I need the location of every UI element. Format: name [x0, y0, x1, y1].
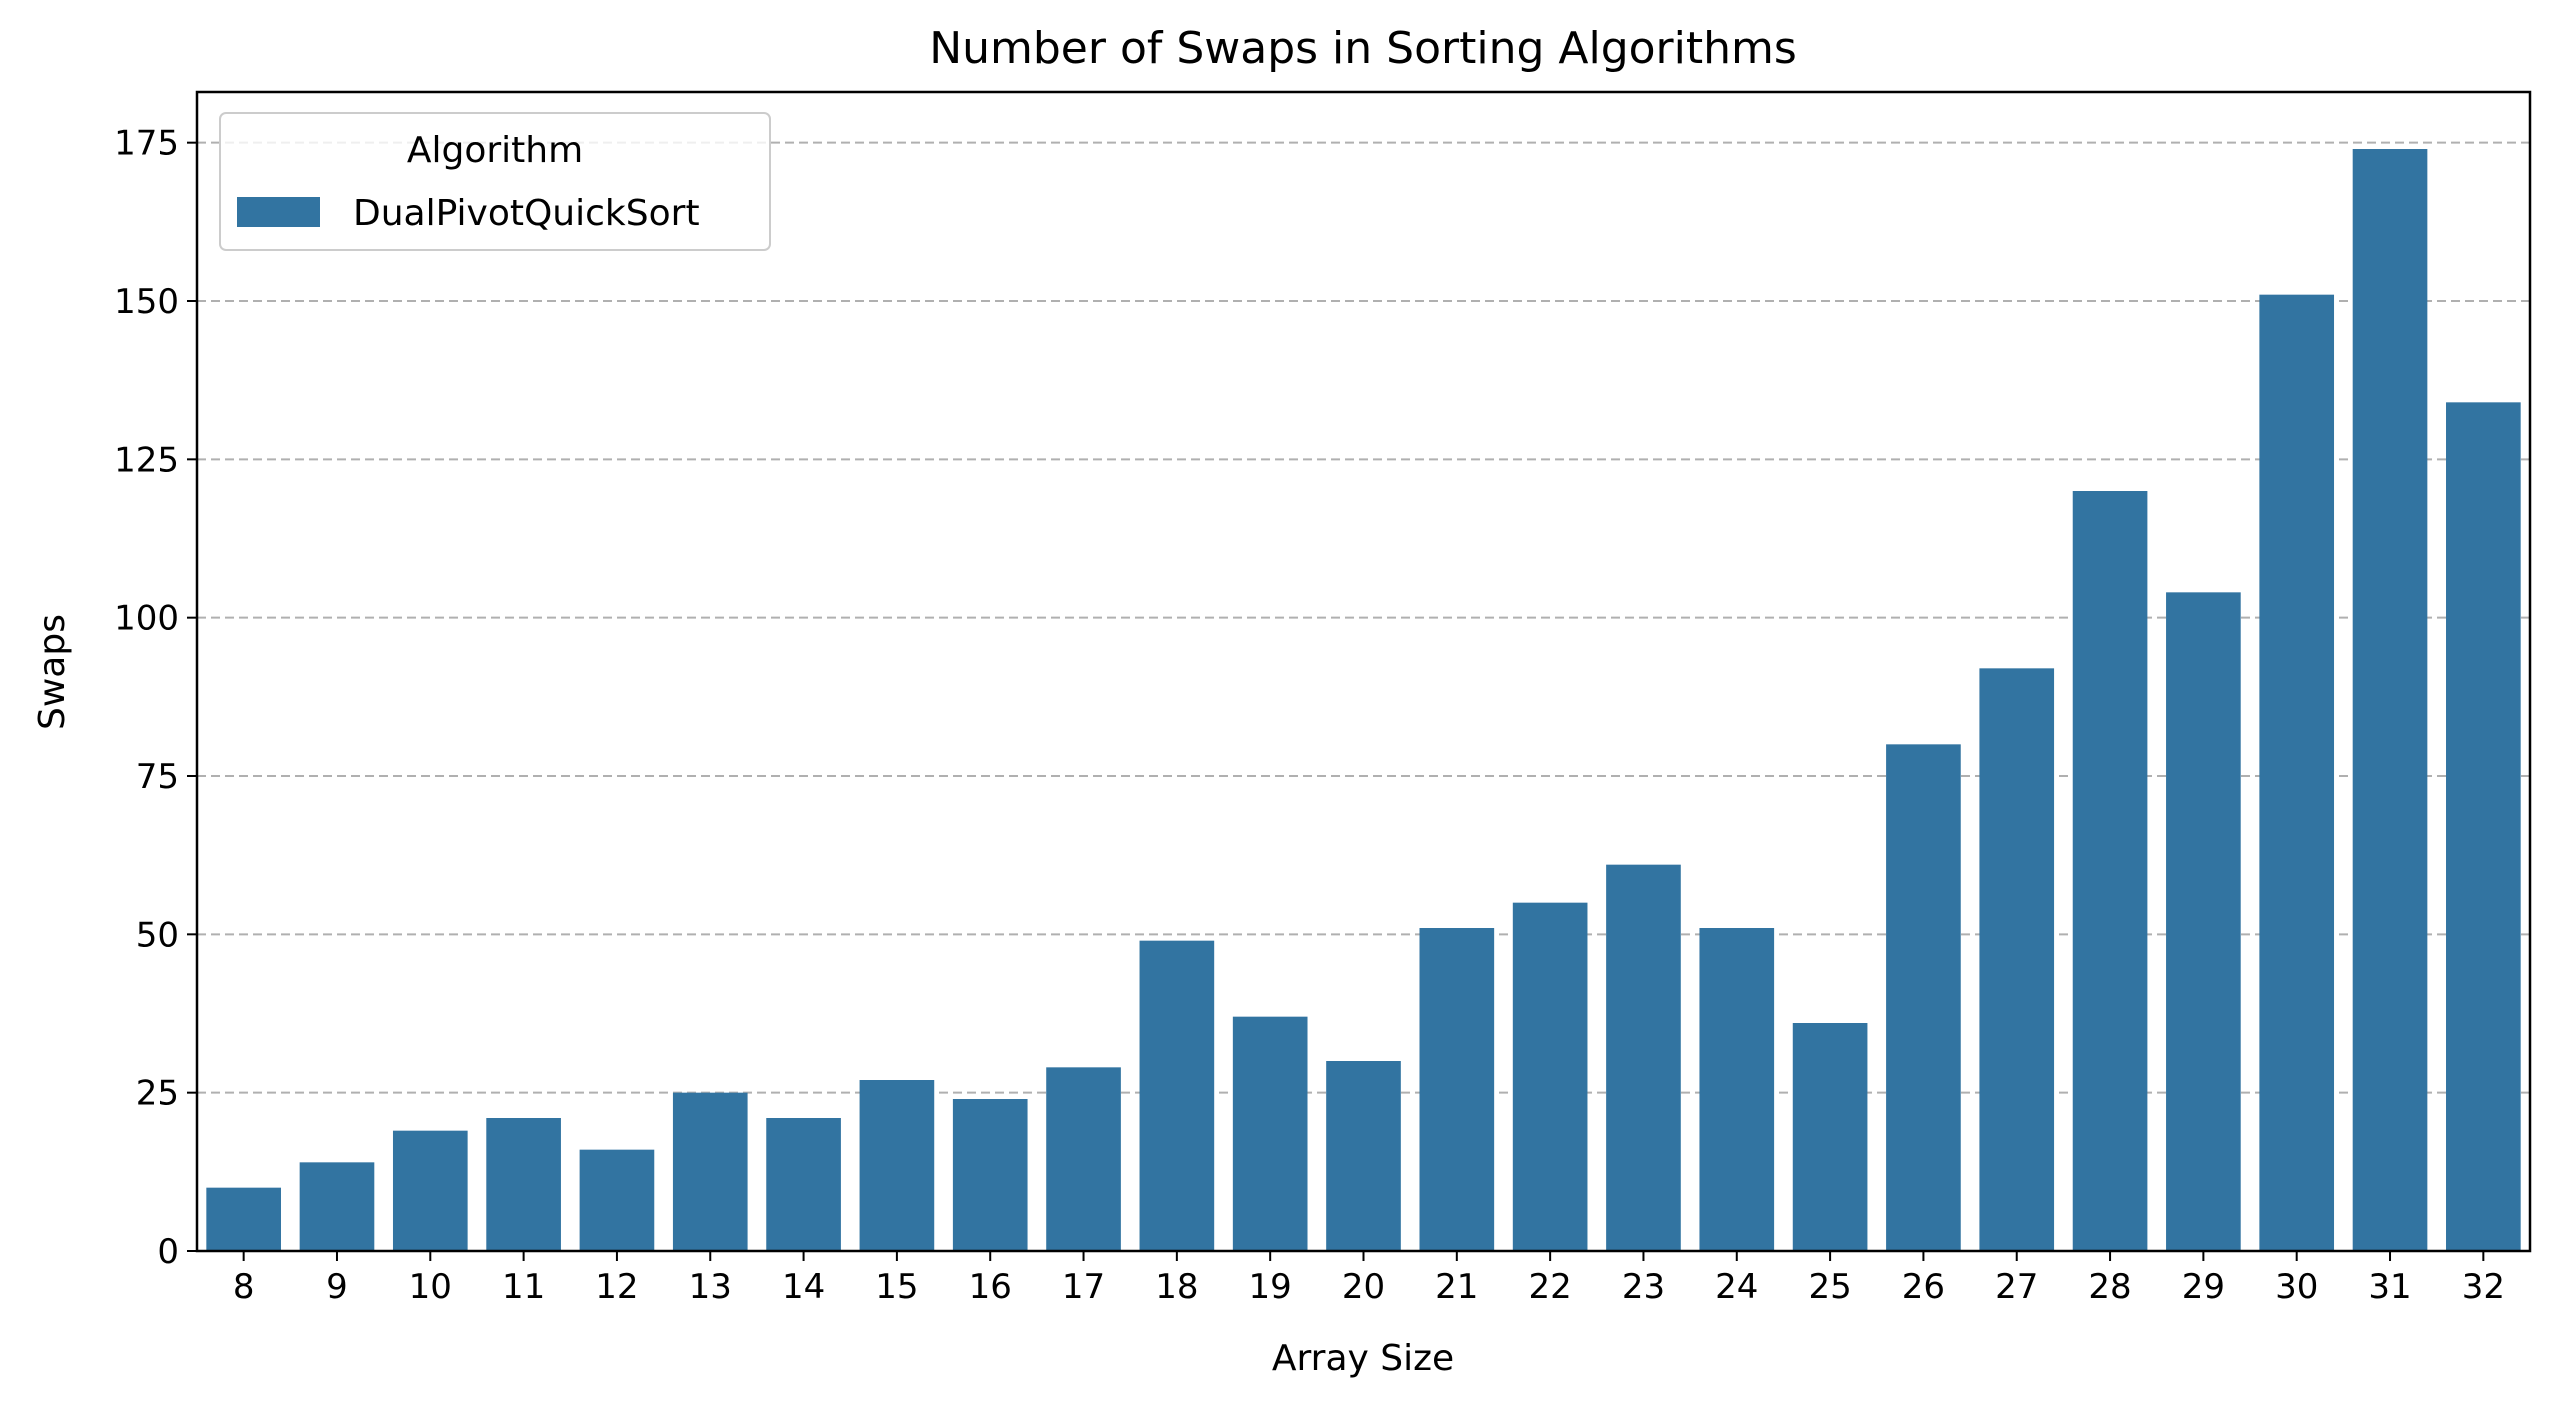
y-tick-label: 75	[136, 757, 179, 797]
x-tick-label: 16	[969, 1267, 1012, 1307]
bar	[766, 1118, 841, 1251]
bar	[206, 1187, 281, 1251]
x-tick-label: 23	[1622, 1267, 1665, 1307]
x-tick-label: 18	[1155, 1267, 1198, 1307]
y-tick-label: 25	[136, 1074, 179, 1114]
x-tick-label: 25	[1808, 1267, 1851, 1307]
x-tick-label: 13	[689, 1267, 732, 1307]
chart-title: Number of Swaps in Sorting Algorithms	[929, 23, 1797, 74]
bar	[859, 1080, 935, 1251]
x-tick-label: 15	[875, 1267, 918, 1307]
bar	[2352, 149, 2428, 1251]
y-tick-label: 50	[136, 915, 179, 955]
y-axis: 0 25 50 75 100 125 150 175	[114, 124, 197, 1272]
bar	[579, 1149, 655, 1251]
x-tick-label: 20	[1342, 1267, 1385, 1307]
legend: Algorithm DualPivotQuickSort	[219, 112, 771, 251]
x-tick-label: 19	[1249, 1267, 1292, 1307]
x-tick-label: 31	[2368, 1267, 2411, 1307]
bar	[1606, 864, 1681, 1251]
legend-label: DualPivotQuickSort	[353, 193, 700, 234]
y-tick-label: 150	[114, 282, 179, 322]
bar	[1419, 928, 1495, 1251]
x-axis: 8 9 10 11 12 13 14 15 16 17 18 19 20 21 22 23 24 25 26 27 28…	[233, 1251, 2505, 1307]
x-tick-label: 27	[1995, 1267, 2038, 1307]
bars	[206, 149, 2521, 1252]
bar	[2072, 491, 2148, 1251]
y-axis-label: Swaps	[32, 614, 73, 730]
x-tick-label: 22	[1529, 1267, 1572, 1307]
bar	[2446, 402, 2521, 1251]
bar	[1326, 1061, 1401, 1251]
x-tick-label: 21	[1435, 1267, 1478, 1307]
x-tick-label: 12	[595, 1267, 638, 1307]
x-tick-label: 11	[502, 1267, 545, 1307]
plot-frame	[195, 90, 2532, 1253]
legend-swatch	[237, 197, 320, 227]
y-tick-label: 0	[157, 1232, 179, 1272]
y-tick-label: 100	[114, 599, 179, 639]
bar	[1046, 1067, 1121, 1251]
legend-box	[219, 112, 771, 251]
bar	[1886, 744, 1961, 1251]
bar	[392, 1130, 468, 1251]
bar	[2166, 592, 2241, 1251]
y-tick-label: 175	[114, 124, 179, 164]
x-tick-label: 26	[1902, 1267, 1945, 1307]
x-tick-label: 9	[326, 1267, 348, 1307]
bar	[2259, 294, 2335, 1252]
y-tick-label: 125	[114, 440, 179, 480]
x-tick-label: 17	[1062, 1267, 1105, 1307]
x-tick-label: 14	[782, 1267, 825, 1307]
bar	[1512, 902, 1588, 1251]
x-tick-label: 24	[1715, 1267, 1758, 1307]
bar	[299, 1162, 375, 1251]
x-axis-label: Array Size	[1272, 1338, 1454, 1379]
x-tick-label: 32	[2462, 1267, 2505, 1307]
bar	[952, 1099, 1028, 1251]
bar	[672, 1092, 748, 1251]
bar	[1979, 668, 2055, 1251]
bar	[1792, 1023, 1868, 1251]
x-tick-label: 10	[409, 1267, 452, 1307]
bar	[1139, 940, 1215, 1251]
x-tick-label: 30	[2275, 1267, 2318, 1307]
x-tick-label: 8	[233, 1267, 255, 1307]
x-tick-label: 29	[2182, 1267, 2225, 1307]
x-tick-label: 28	[2088, 1267, 2131, 1307]
bar	[1699, 928, 1775, 1251]
bar	[1232, 1016, 1308, 1251]
legend-title: Algorithm	[407, 130, 583, 171]
bar	[486, 1118, 561, 1251]
